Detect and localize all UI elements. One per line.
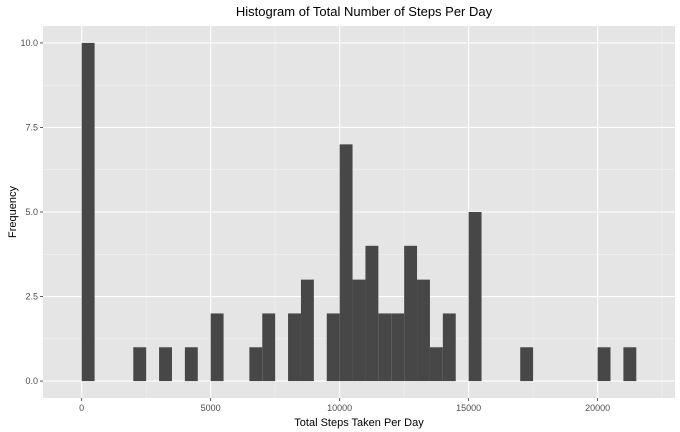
histogram-bar [597,347,611,382]
x-axis: 0 5000 10000 15000 20000 [79,398,610,413]
x-tick-label: 10000 [327,403,352,413]
histogram-bar [429,347,443,382]
histogram-bar [249,347,263,382]
histogram-bar [520,347,534,382]
histogram-bar [468,212,482,382]
y-tick-label: 7.5 [25,122,38,132]
x-tick-label: 15000 [456,403,481,413]
histogram-bar [300,279,314,382]
histogram-bar [339,144,353,382]
y-axis-title: Frequency [7,186,19,238]
histogram-bar [378,313,392,382]
histogram-bar [184,347,198,382]
y-tick-label: 2.5 [25,292,38,302]
histogram-bar [159,347,172,382]
y-tick-label: 5.0 [25,207,38,217]
y-axis: 0.0 2.5 5.0 7.5 10.0 [20,38,43,386]
histogram-bar [365,245,379,382]
histogram-bars [81,42,637,382]
y-tick-label: 10.0 [20,38,38,48]
histogram-bar [391,313,405,382]
histogram-bar [133,347,147,382]
histogram-bar [404,245,418,382]
histogram-bar [442,313,456,382]
histogram-bar [352,279,366,382]
histogram-bar [262,313,276,382]
histogram-bar [210,313,224,382]
histogram-bar [288,313,301,382]
x-tick-label: 20000 [585,403,610,413]
x-tick-label: 0 [79,403,84,413]
histogram-bar [417,279,430,382]
chart-title: Histogram of Total Number of Steps Per D… [236,4,493,19]
x-axis-title: Total Steps Taken Per Day [294,417,424,429]
histogram-bar [81,42,95,382]
x-tick-label: 5000 [201,403,221,413]
y-tick-label: 0.0 [25,376,38,386]
histogram-bar [326,313,340,382]
histogram-bar [623,347,637,382]
